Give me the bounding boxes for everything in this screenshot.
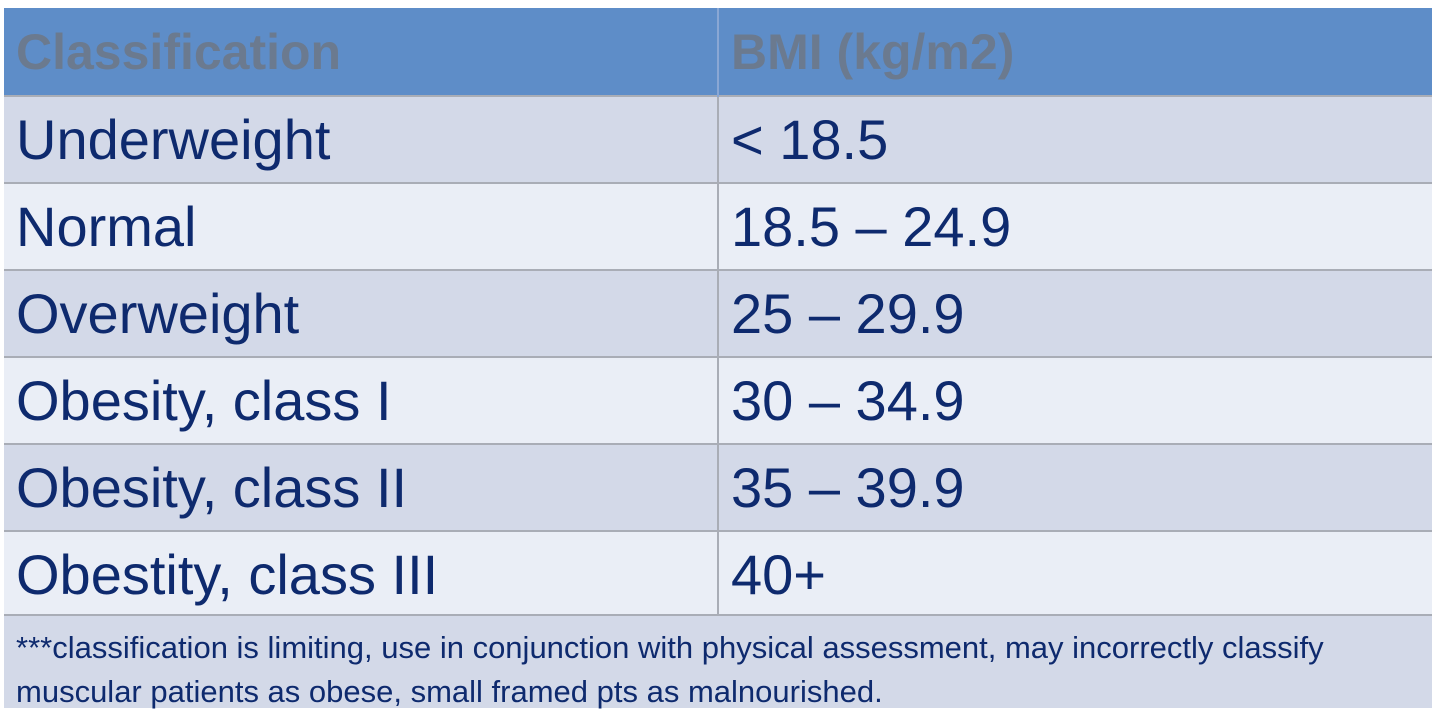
- classification-cell: Underweight: [4, 95, 719, 183]
- table-row: Obesity, class II 35 – 39.9: [4, 443, 1432, 531]
- table-row: Normal 18.5 – 24.9: [4, 182, 1432, 270]
- table-row: Underweight < 18.5: [4, 95, 1432, 183]
- table-row: Obesity, class I 30 – 34.9: [4, 356, 1432, 444]
- classification-cell: Obesity, class I: [4, 356, 719, 444]
- bmi-range-cell: < 18.5: [718, 95, 1432, 183]
- table-row: Overweight 25 – 29.9: [4, 269, 1432, 357]
- bmi-range-cell: 40+: [718, 530, 1432, 617]
- header-classification: Classification: [4, 8, 719, 96]
- bmi-range-cell: 30 – 34.9: [718, 356, 1432, 444]
- bmi-range-cell: 25 – 29.9: [718, 269, 1432, 357]
- classification-cell: Overweight: [4, 269, 719, 357]
- header-bmi: BMI (kg/m2): [718, 8, 1432, 96]
- classification-cell: Normal: [4, 182, 719, 270]
- header-row: Classification BMI (kg/m2): [4, 8, 1432, 96]
- bmi-range-cell: 35 – 39.9: [718, 443, 1432, 531]
- classification-cell: Obestity, class III: [4, 530, 719, 617]
- classification-cell: Obesity, class II: [4, 443, 719, 531]
- bmi-range-cell: 18.5 – 24.9: [718, 182, 1432, 270]
- bmi-classification-table: Classification BMI (kg/m2) Underweight <…: [4, 8, 1432, 617]
- table-row: Obestity, class III 40+: [4, 530, 1432, 617]
- footnote: ***classification is limiting, use in co…: [4, 614, 1432, 709]
